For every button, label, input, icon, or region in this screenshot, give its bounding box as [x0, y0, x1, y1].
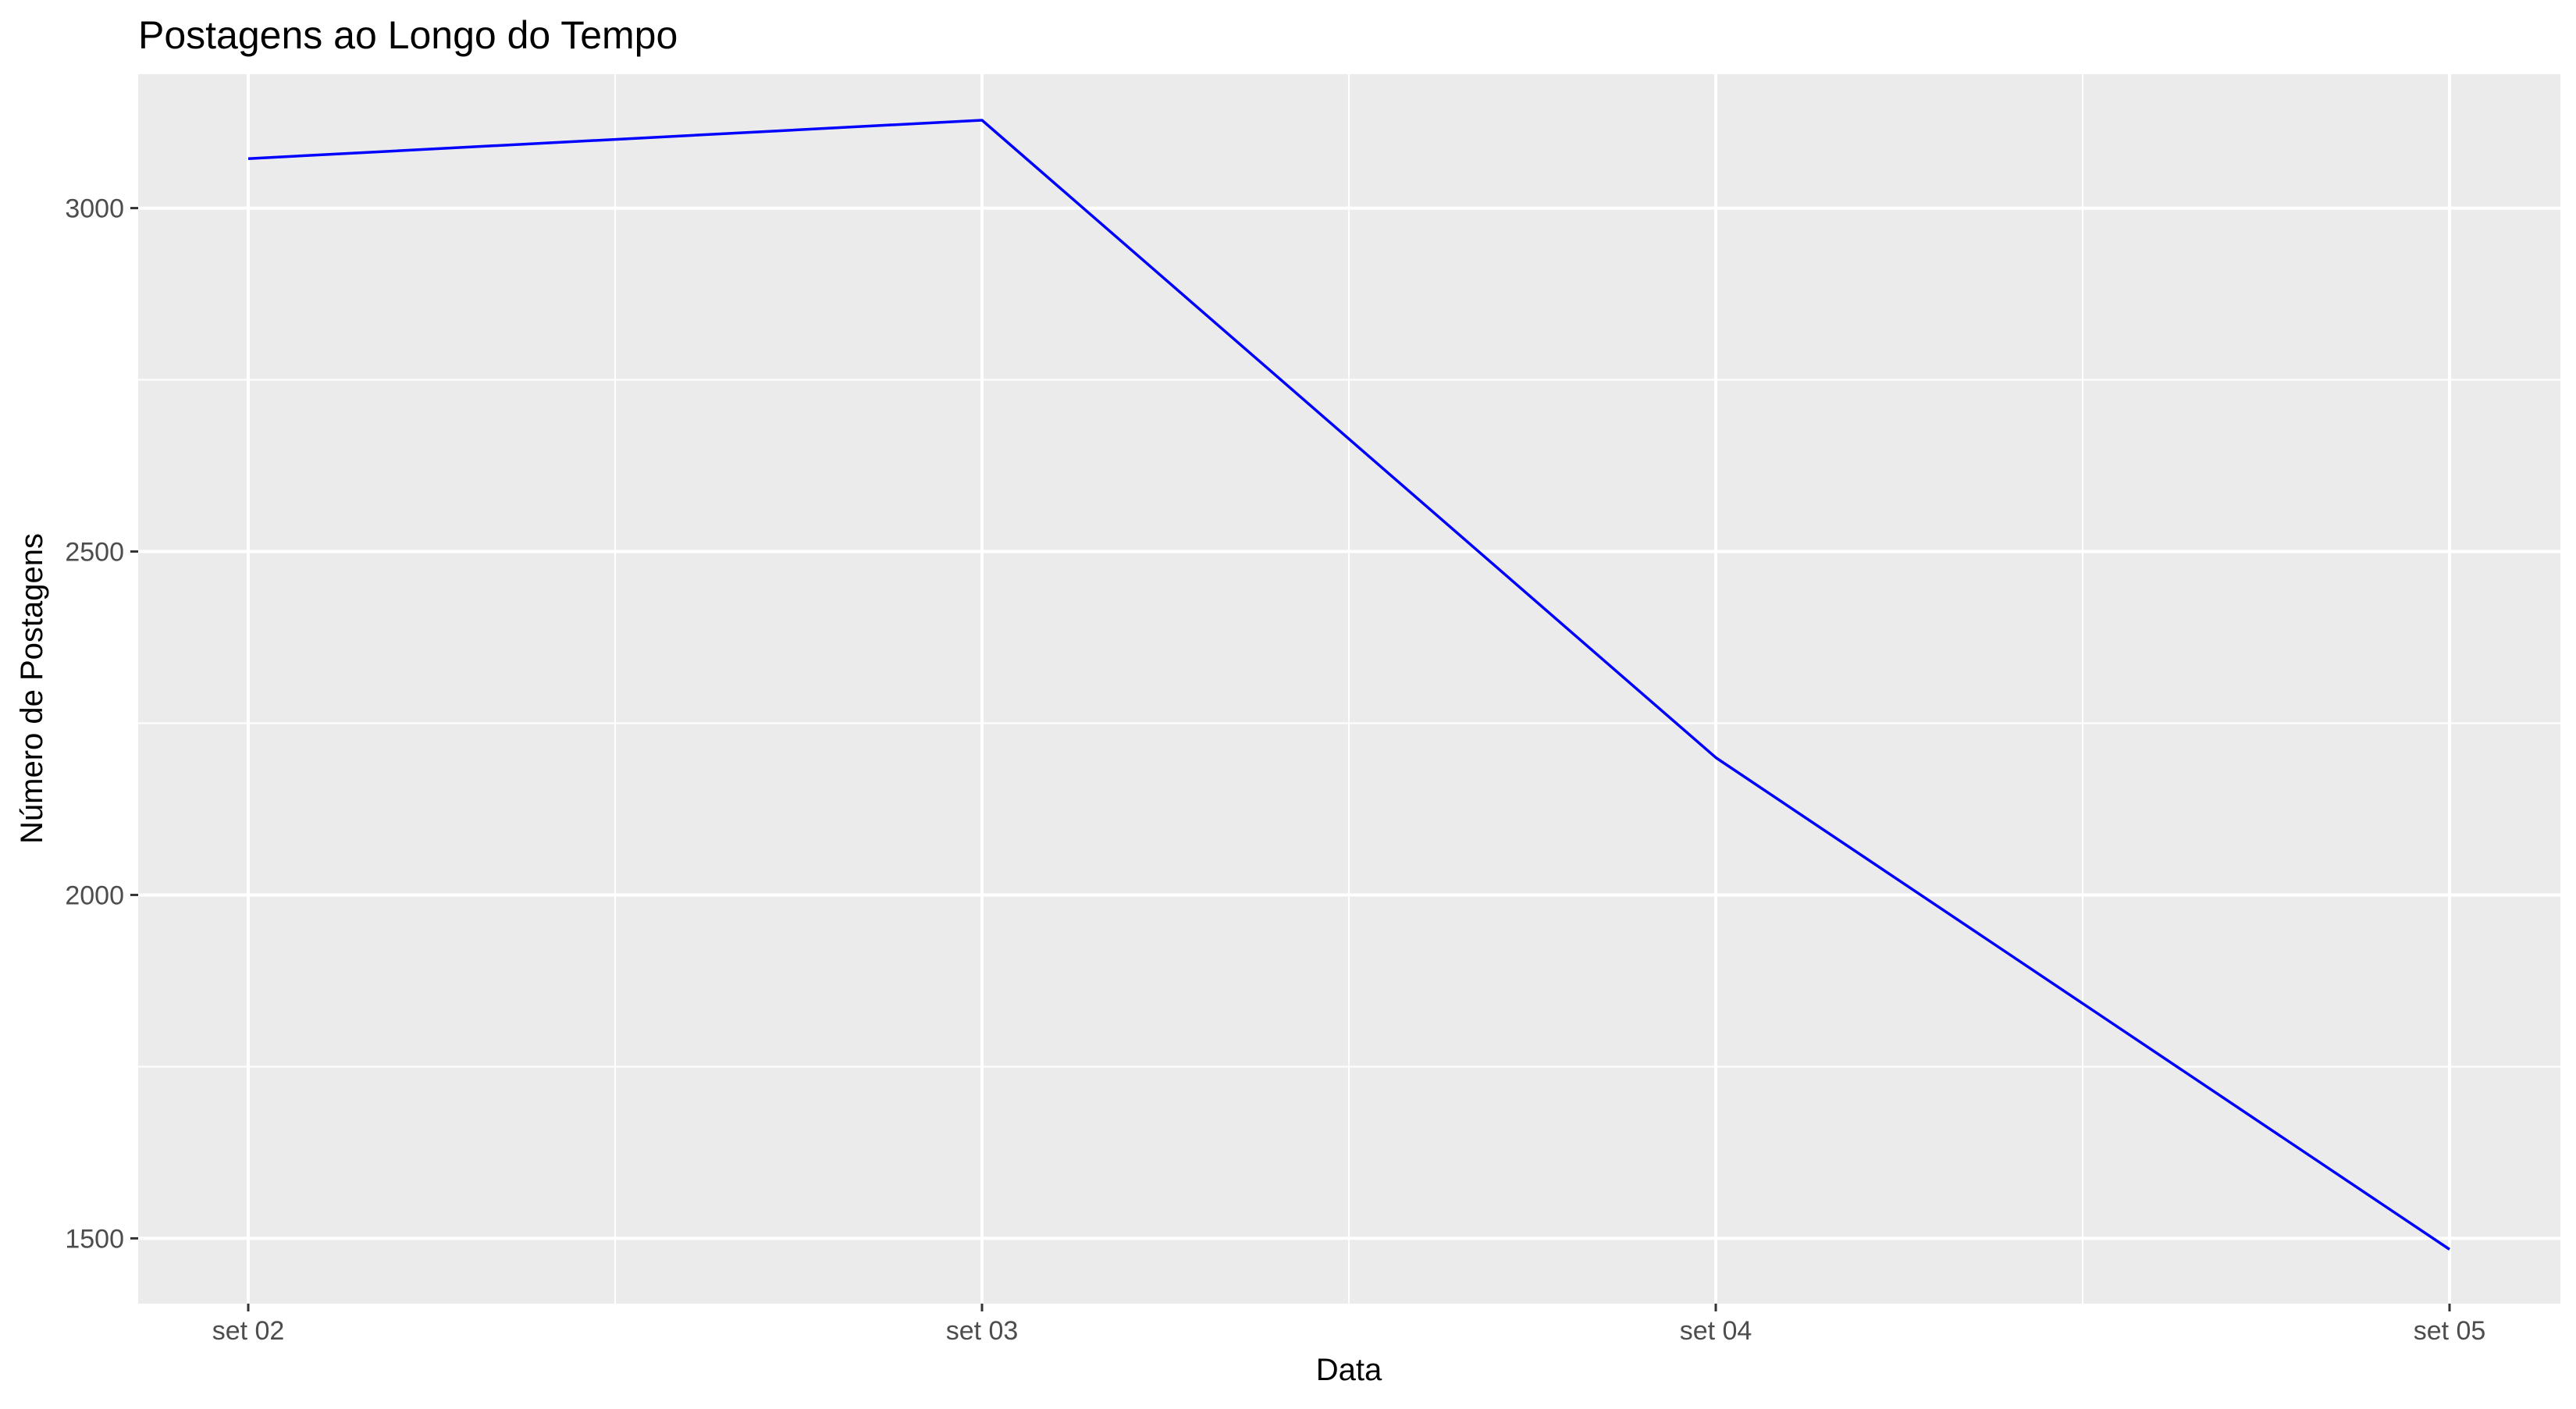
x-tick-label: set 04 — [1680, 1316, 1752, 1346]
y-tick-label: 3000 — [65, 194, 124, 224]
x-axis: set 02 set 03 set 04 set 05 — [212, 1304, 2486, 1346]
y-tick-label: 1500 — [65, 1224, 124, 1254]
y-axis: 1500 2000 2500 3000 — [65, 194, 138, 1254]
x-tick-label: set 05 — [2414, 1316, 2486, 1346]
y-tick-label: 2000 — [65, 881, 124, 910]
chart-title: Postagens ao Longo do Tempo — [138, 13, 678, 57]
x-tick-label: set 03 — [946, 1316, 1019, 1346]
x-tick-label: set 02 — [212, 1316, 285, 1346]
y-tick-label: 2500 — [65, 538, 124, 568]
major-gridlines — [138, 74, 2560, 1304]
x-axis-title: Data — [1316, 1353, 1382, 1387]
minor-gridlines — [138, 74, 2560, 1304]
series-layer — [247, 119, 2450, 1251]
series-line — [247, 119, 2450, 1251]
y-axis-title: Número de Postagens — [15, 533, 49, 844]
